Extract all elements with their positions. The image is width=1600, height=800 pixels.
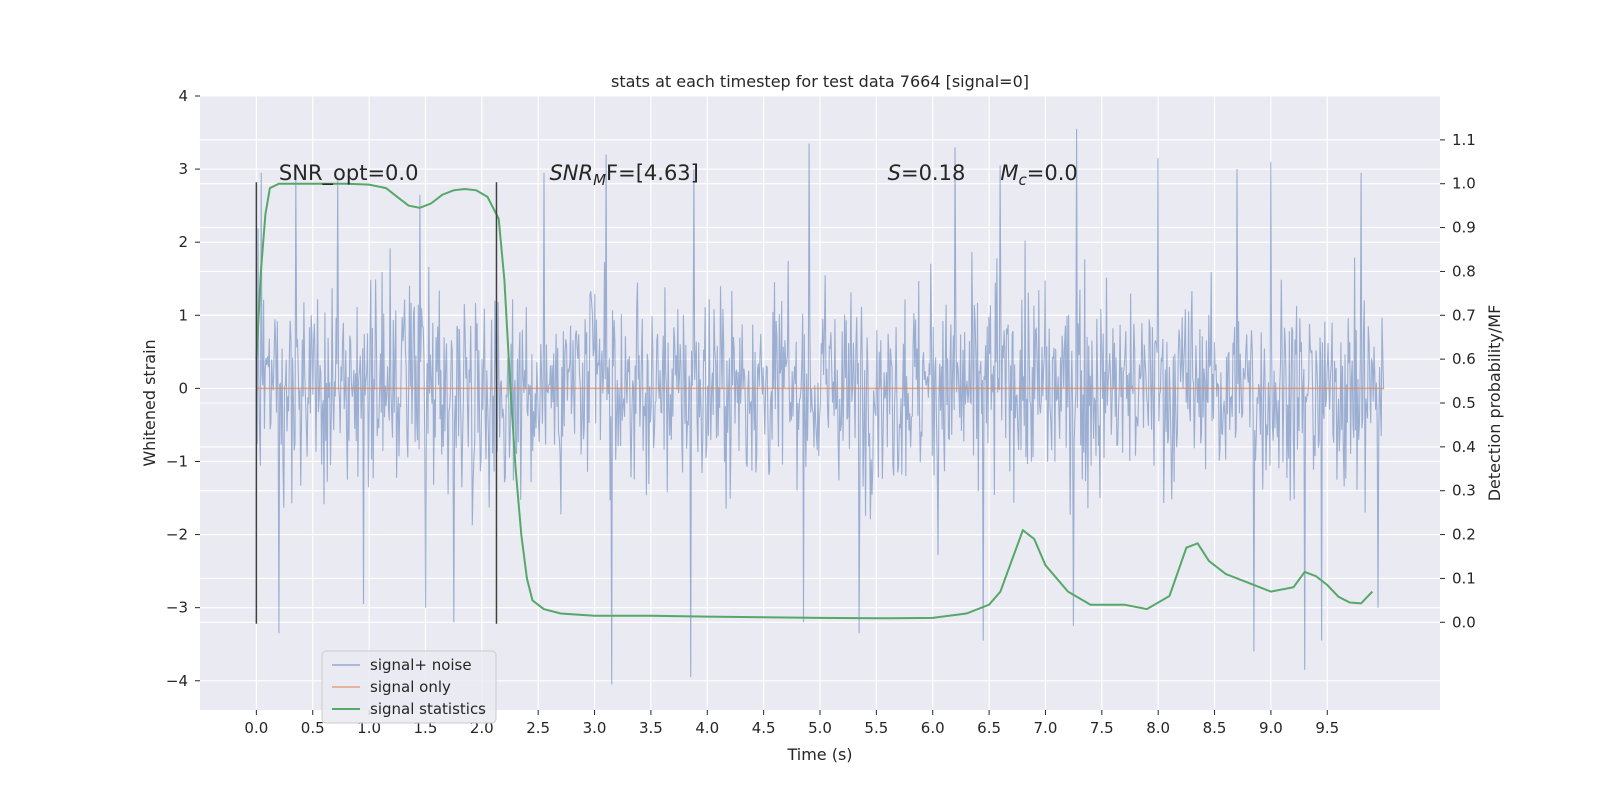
legend-label: signal statistics bbox=[370, 700, 486, 718]
y2-tick-label: 0.6 bbox=[1452, 350, 1476, 368]
y-tick-label: 1 bbox=[178, 306, 188, 324]
legend: signal+ noise signal only signal statistic… bbox=[321, 650, 497, 724]
x-tick-label: 3.5 bbox=[639, 719, 663, 737]
y-tick-label: 0 bbox=[178, 379, 188, 397]
x-tick-label: 2.5 bbox=[526, 719, 550, 737]
y-tick-label: 4 bbox=[178, 87, 188, 105]
x-tick-label: 6.0 bbox=[921, 719, 945, 737]
vertical-markers bbox=[255, 182, 498, 624]
y2-tick-label: 1.1 bbox=[1452, 131, 1476, 149]
y2-tick-label: 0.5 bbox=[1452, 394, 1476, 412]
chart-title: stats at each timestep for test data 766… bbox=[611, 72, 1029, 91]
y-tick-label: −3 bbox=[166, 599, 188, 617]
y2-tick-label: 0.3 bbox=[1452, 482, 1476, 500]
series-lines bbox=[255, 182, 1384, 620]
y2-axis-label: Detection probability/MF bbox=[1485, 305, 1504, 502]
annotation: SNRMF=[4.63] bbox=[549, 161, 698, 189]
annotation: SNR_opt=0.0 bbox=[279, 161, 419, 186]
legend-label: signal only bbox=[370, 678, 451, 696]
x-tick-label: 8.0 bbox=[1146, 719, 1170, 737]
y2-tick-labels: 1.1 1.0 0.9 0.8 0.7 0.6 0.5 0.4 0.3 0.2 0.1 0.0 bbox=[1440, 131, 1476, 631]
y2-tick-label: 0.0 bbox=[1452, 613, 1476, 631]
y-tick-label: 3 bbox=[178, 160, 188, 178]
x-tick-label: 6.5 bbox=[977, 719, 1001, 737]
y-tick-label: 2 bbox=[178, 233, 188, 251]
x-axis-label: Time (s) bbox=[786, 745, 852, 764]
x-tick-label: 7.5 bbox=[1090, 719, 1114, 737]
y-tick-labels: 4 3 2 1 0 −1 −2 −3 −4 bbox=[166, 87, 200, 690]
y2-tick-label: 0.9 bbox=[1452, 219, 1476, 237]
series-signal-plus-noise bbox=[255, 128, 1385, 685]
signal-statistics-line bbox=[255, 182, 1374, 620]
y2-tick-label: 0.4 bbox=[1452, 438, 1476, 456]
x-tick-label: 4.0 bbox=[695, 719, 719, 737]
x-tick-label: 3.0 bbox=[583, 719, 607, 737]
signal-plus-noise-line bbox=[255, 128, 1385, 685]
x-tick-label: 5.5 bbox=[864, 719, 888, 737]
y2-tick-label: 0.2 bbox=[1452, 526, 1476, 544]
y-axis-label: Whitened strain bbox=[140, 339, 159, 466]
x-tick-label: 9.5 bbox=[1315, 719, 1339, 737]
y-tick-label: −4 bbox=[166, 672, 188, 690]
y2-tick-label: 0.1 bbox=[1452, 569, 1476, 587]
y-tick-label: −1 bbox=[166, 452, 188, 470]
annotation: Mc=0.0 bbox=[1000, 161, 1077, 189]
y-tick-label: −2 bbox=[166, 526, 188, 544]
y2-tick-label: 1.0 bbox=[1452, 175, 1476, 193]
x-tick-label: 4.5 bbox=[752, 719, 776, 737]
x-tick-label: 5.0 bbox=[808, 719, 832, 737]
annotation: S=0.18 bbox=[888, 161, 966, 185]
y2-tick-label: 0.8 bbox=[1452, 262, 1476, 280]
legend-box bbox=[321, 650, 497, 724]
x-tick-label: 7.0 bbox=[1034, 719, 1058, 737]
x-tick-label: 0.5 bbox=[301, 719, 325, 737]
legend-label: signal+ noise bbox=[370, 656, 472, 674]
x-tick-label: 0.0 bbox=[244, 719, 268, 737]
x-tick-label: 8.5 bbox=[1203, 719, 1227, 737]
x-tick-label: 9.0 bbox=[1259, 719, 1283, 737]
annotations: SNR_opt=0.0 SNRMF=[4.63] S=0.18 Mc=0.0 bbox=[279, 161, 1078, 189]
y2-tick-label: 0.7 bbox=[1452, 306, 1476, 324]
